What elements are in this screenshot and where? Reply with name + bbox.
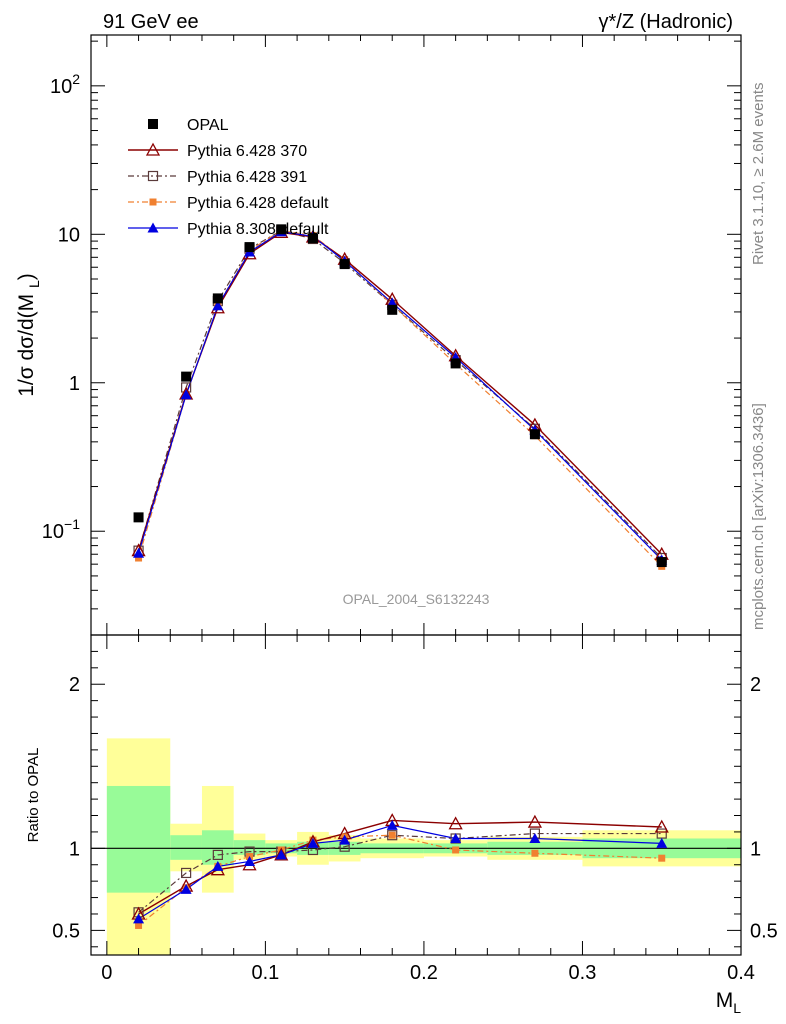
x-tick-label: 0.2 [410, 962, 438, 984]
data-point-opal [339, 259, 350, 270]
ratio-point-p6def [452, 846, 460, 854]
y-tick-label-left: 0.5 [52, 920, 80, 942]
ratio-point-p8def [656, 837, 668, 848]
ratio-point-p8def [180, 883, 192, 894]
x-tick-label: 0.4 [727, 962, 755, 984]
data-point-p6def [135, 554, 143, 562]
ratio-point-p6def [658, 854, 666, 862]
series-line-p370 [137, 231, 663, 555]
ratio-point-p6def [388, 831, 396, 839]
y-tick-label-base: 10 [58, 224, 80, 246]
data-point-opal [450, 358, 461, 369]
y-axis-label-tail: ) [15, 273, 38, 280]
y-tick-label-base: 10 [50, 76, 72, 98]
data-point-opal [181, 371, 192, 382]
data-point-opal [212, 293, 223, 304]
data-point-opal [387, 304, 398, 315]
data-point-opal [244, 242, 255, 253]
y-tick-label-right: 2 [750, 674, 761, 696]
y-tick-label-exponent: 2 [72, 71, 80, 87]
legend: OPAL Pythia 6.428 370 Pythia 6.428 391 Pyth… [128, 117, 329, 238]
ratio-point-p370 [448, 816, 463, 830]
data-point-opal [276, 224, 287, 235]
legend-label-p6def: Pythia 6.428 default [187, 195, 329, 212]
chart-title-left: 91 GeV ee [103, 11, 199, 33]
ratio-point-p370 [274, 847, 289, 861]
ratio-plot-frame [90, 634, 742, 956]
ratio-point-p6def [135, 921, 143, 929]
legend-label-p8def: Pythia 8.308 default [187, 221, 329, 238]
x-tick-label: 0 [101, 962, 112, 984]
x-axis-label: ML [716, 989, 742, 1016]
uncertainty-band-inner [106, 785, 171, 893]
ratio-point-p8def [339, 834, 351, 845]
ratio-point-p8def [133, 913, 145, 924]
legend-label-p370: Pythia 6.428 370 [187, 143, 307, 160]
main-y-axis-label: 1/σ dσ/d(M L) [15, 273, 42, 397]
data-point-opal [307, 233, 318, 244]
data-point-p8def [180, 389, 192, 400]
ratio-point-p8def [450, 832, 462, 843]
data-point-p8def [212, 300, 224, 311]
ratio-point-p8def [529, 832, 541, 843]
x-axis-label-main: M [716, 989, 734, 1012]
data-point-opal [656, 557, 667, 568]
ratio-point-p391 [212, 849, 223, 860]
y-tick-label: 10 [58, 224, 80, 246]
legend-marker-p391 [147, 170, 159, 182]
y-tick-label: 10−1 [42, 516, 80, 543]
ratio-point-p8def [244, 855, 256, 866]
rivet-label: Rivet 3.1.10, ≥ 2.6M events [750, 83, 767, 266]
uncertainty-band-inner [170, 835, 202, 860]
series-line-p6def [137, 229, 663, 567]
legend-label-p391: Pythia 6.428 391 [187, 169, 307, 186]
data-point-opal [529, 429, 540, 440]
chart-title-right: γ*/Z (Hadronic) [599, 11, 733, 33]
legend-marker-p370 [145, 142, 161, 156]
y-tick-label: 1 [69, 373, 80, 395]
data-point-p8def [133, 547, 145, 558]
y-tick-label: 102 [50, 71, 80, 98]
legend-marker-p6def [149, 198, 157, 206]
legend-marker-p8def [147, 222, 159, 233]
ratio-line-p391 [138, 832, 662, 913]
y-axis-label-subscript: L [26, 280, 42, 288]
series-line-p8def [137, 231, 663, 561]
series-line-p391 [137, 229, 663, 559]
ratio-y-axis-label: Ratio to OPAL [25, 748, 42, 843]
x-tick-label: 0.1 [251, 962, 279, 984]
ratio-point-p8def [275, 849, 287, 860]
ratio-point-p370 [654, 819, 669, 833]
legend-label-opal: OPAL [187, 117, 229, 134]
ratio-point-p8def [212, 860, 224, 871]
mcplots-label: mcplots.cern.ch [arXiv:1306.3436] [750, 403, 767, 630]
y-tick-label-base: 10 [42, 521, 64, 543]
legend-marker-opal [148, 119, 158, 129]
ratio-point-p8def [386, 819, 398, 830]
y-tick-label-right: 0.5 [750, 920, 778, 942]
ratio-plot-panel: 0 0.1 0.2 0.3 0.4 0.5 0.5 1 1 2 2 Ratio to OPAL ML [25, 634, 778, 1016]
y-tick-label-right: 1 [750, 838, 761, 860]
ratio-point-p391 [181, 867, 192, 879]
y-tick-label-left: 1 [69, 838, 80, 860]
ratio-point-p391 [387, 830, 398, 841]
analysis-label: OPAL_2004_S6132243 [343, 591, 490, 607]
x-tick-label: 0.3 [569, 962, 597, 984]
y-tick-label-left: 2 [69, 674, 80, 696]
ratio-point-p6def [531, 849, 539, 857]
ratio-point-p8def [307, 837, 319, 848]
x-axis-label-subscript: L [733, 1000, 741, 1016]
y-tick-label-base: 1 [69, 373, 80, 395]
data-point-opal [133, 512, 144, 523]
y-tick-label-exponent: −1 [64, 516, 80, 532]
main-y-axis-label-text: 1/σ dσ/d(M [15, 294, 38, 397]
ratio-point-p370 [527, 814, 542, 828]
